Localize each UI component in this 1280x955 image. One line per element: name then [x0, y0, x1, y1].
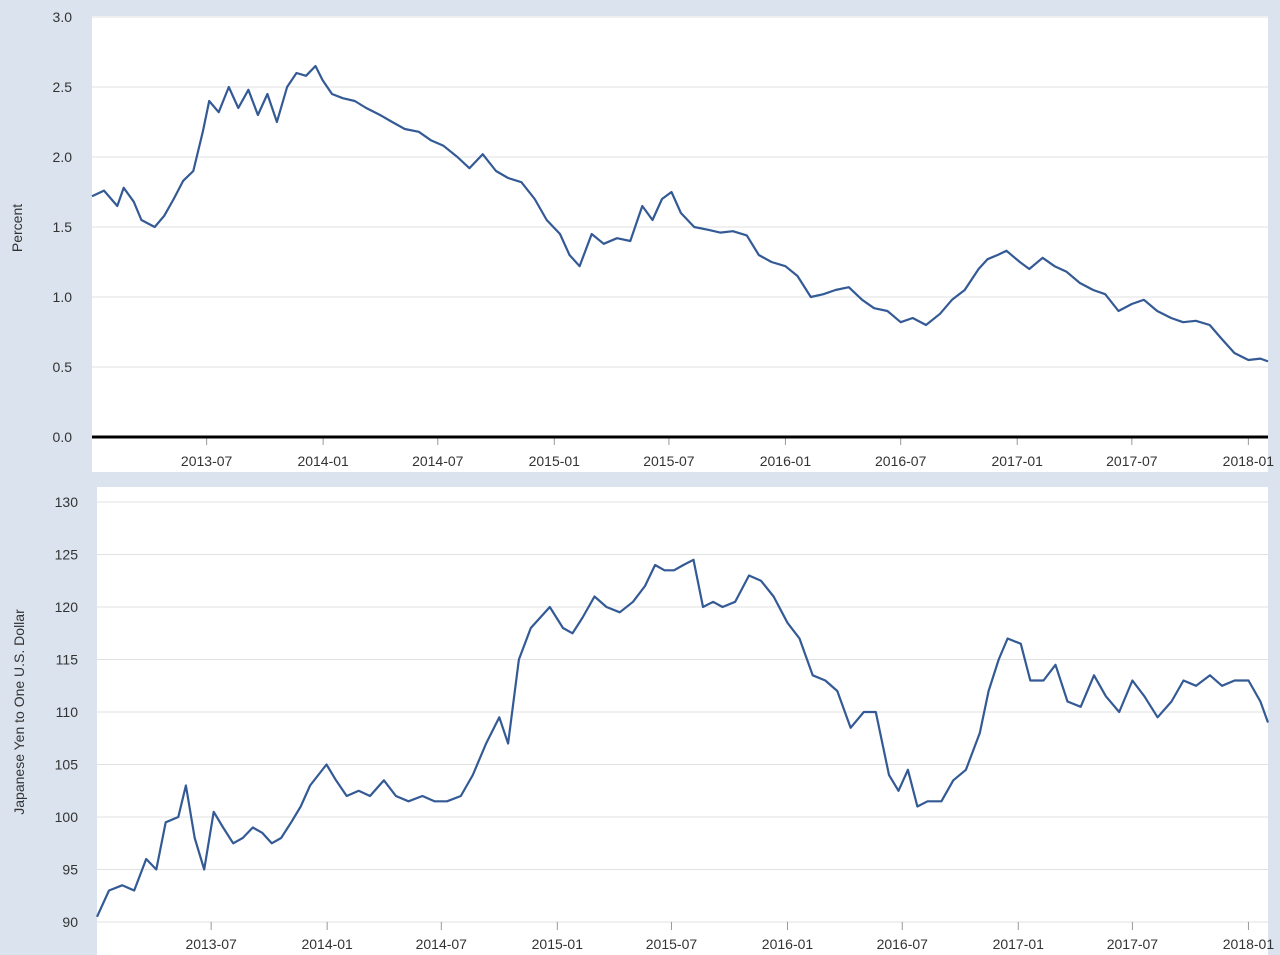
x-tick-label: 2016-07 [875, 453, 927, 469]
x-tick-label: 2014-07 [412, 453, 464, 469]
x-tick-label: 2013-07 [181, 453, 233, 469]
x-tick-label: 2016-01 [760, 453, 812, 469]
y-axis-title: Percent [9, 204, 25, 252]
plot-area [92, 16, 1268, 472]
y-tick-label: 1.5 [53, 219, 73, 235]
y-tick-label: 125 [55, 547, 79, 563]
y-tick-label: 3.0 [53, 9, 73, 25]
x-tick-label: 2014-01 [297, 453, 349, 469]
y-tick-label: 95 [62, 862, 78, 878]
y-tick-label: 115 [56, 652, 79, 668]
y-tick-label: 90 [62, 914, 78, 930]
y-tick-labels: 90 95 100 105 110 115 120 125 130 [55, 494, 79, 930]
y-axis-title: Japanese Yen to One U.S. Dollar [11, 609, 27, 815]
y-tick-label: 2.5 [53, 79, 73, 95]
grid-lines [97, 501, 1268, 923]
x-tick-label: 2014-01 [301, 936, 353, 952]
x-tick-label: 2015-07 [643, 453, 695, 469]
x-tick-label: 2016-01 [762, 936, 814, 952]
x-tick-label: 2013-07 [185, 936, 237, 952]
x-tick-label: 2014-07 [416, 936, 468, 952]
y-tick-label: 2.0 [53, 149, 73, 165]
x-tick-label: 2017-07 [1106, 453, 1158, 469]
x-tick-labels: 2013-07 2014-01 2014-07 2015-01 2015-07 2016-… [185, 922, 1274, 952]
y-tick-label: 110 [56, 704, 79, 720]
chart-yen-per-dollar: Japanese Yen to One U.S. Dollar 90 95 100 1… [11, 487, 1274, 955]
x-tick-label: 2015-01 [532, 936, 584, 952]
y-tick-label: 0.0 [53, 429, 73, 445]
y-tick-label: 105 [55, 757, 79, 773]
y-tick-label: 120 [55, 599, 79, 615]
x-tick-label: 2018-01 [1223, 453, 1275, 469]
x-tick-labels: 2013-07 2014-01 2014-07 2015-01 2015-07 2016-… [181, 437, 1274, 469]
series-line [91, 64, 1269, 363]
y-tick-label: 130 [55, 494, 79, 510]
x-tick-label: 2016-07 [877, 936, 929, 952]
x-tick-label: 2018-01 [1223, 936, 1275, 952]
plot-area [97, 487, 1268, 955]
x-tick-label: 2017-01 [992, 453, 1044, 469]
x-tick-label: 2017-01 [993, 936, 1045, 952]
x-tick-label: 2015-07 [646, 936, 698, 952]
y-tick-label: 1.0 [53, 289, 73, 305]
y-tick-labels: 0.0 0.5 1.0 1.5 2.0 2.5 3.0 [53, 9, 73, 445]
chart-10yr-treasury: Percent 0.00.51.01.52.02.53.0 2013-07 201… [9, 9, 1274, 472]
y-tick-label: 0.5 [53, 359, 73, 375]
series-line [95, 558, 1270, 918]
y-tick-label: 100 [55, 809, 79, 825]
x-tick-label: 2017-07 [1107, 936, 1159, 952]
x-tick-label: 2015-01 [529, 453, 581, 469]
